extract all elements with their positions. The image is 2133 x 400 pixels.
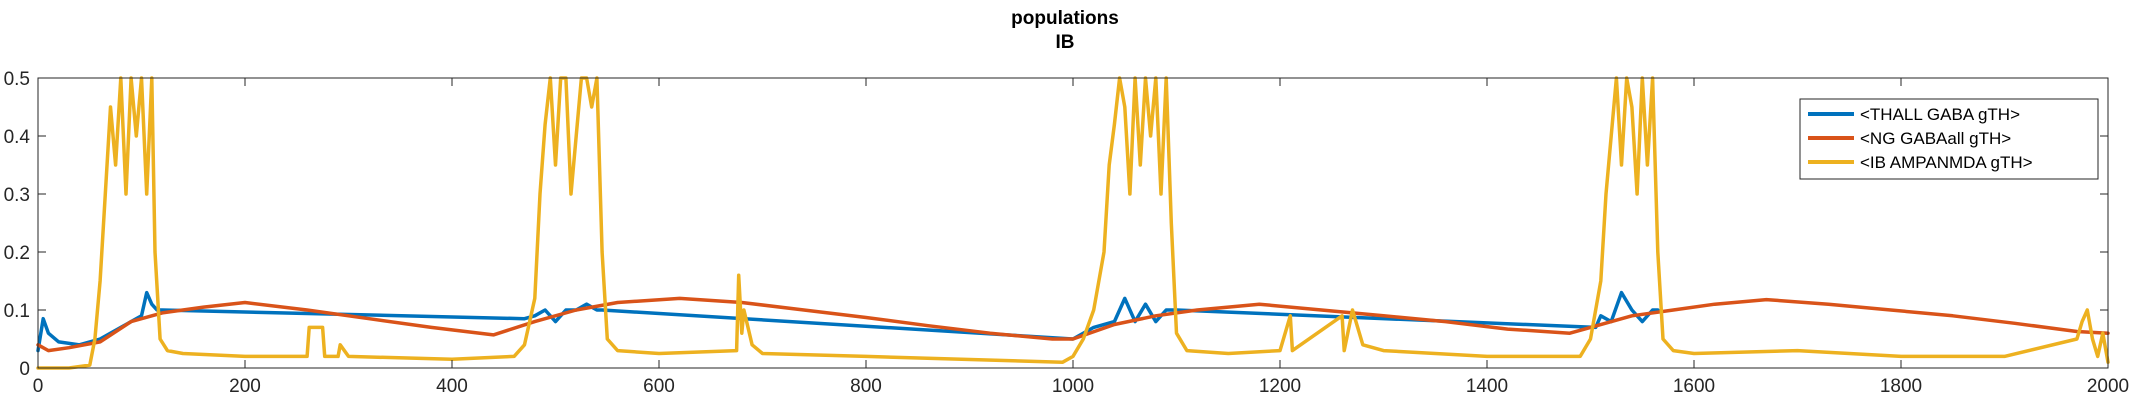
x-tick-label: 1000 [1052,376,1094,397]
series-layer [36,76,2110,370]
legend-entry-label: <THALL GABA gTH> [1860,105,2020,124]
x-tick-label: 1400 [1466,376,1508,397]
x-tick-label: 1200 [1259,376,1301,397]
chart-title: populations [1011,8,1119,29]
y-tick-label: 0.5 [4,69,30,90]
x-tick-label: 800 [850,376,882,397]
x-tick-label: 600 [643,376,675,397]
x-tick-label: 400 [436,376,468,397]
x-tick-label: 2000 [2087,376,2129,397]
series-line-1 [36,296,2110,353]
y-tick-label: 0 [19,359,30,380]
plot-background [38,78,2108,368]
y-tick-label: 0.4 [4,127,31,148]
x-tick-label: 0 [33,376,44,397]
y-tick-label: 0.2 [4,243,30,264]
legend-entry-label: <IB AMPANMDA gTH> [1860,153,2033,172]
legend-entry-label: <NG GABAall gTH> [1860,129,2011,148]
plot-area [38,78,2108,368]
y-tick-label: 0.3 [4,185,30,206]
chart-subtitle: IB [1056,32,1075,53]
x-tick-label: 1600 [1673,376,1715,397]
x-tick-label: 200 [229,376,261,397]
legend: <THALL GABA gTH> <NG GABAall gTH> <IB AMPA… [1799,98,2099,180]
x-tick-label: 1800 [1880,376,1922,397]
series-line-2 [36,76,2110,370]
axes-layer: 0 200 400 600 800 1000 1200 1400 1600 1800 2000 0 0.… [4,69,2130,397]
y-tick-label: 0.1 [4,301,30,322]
